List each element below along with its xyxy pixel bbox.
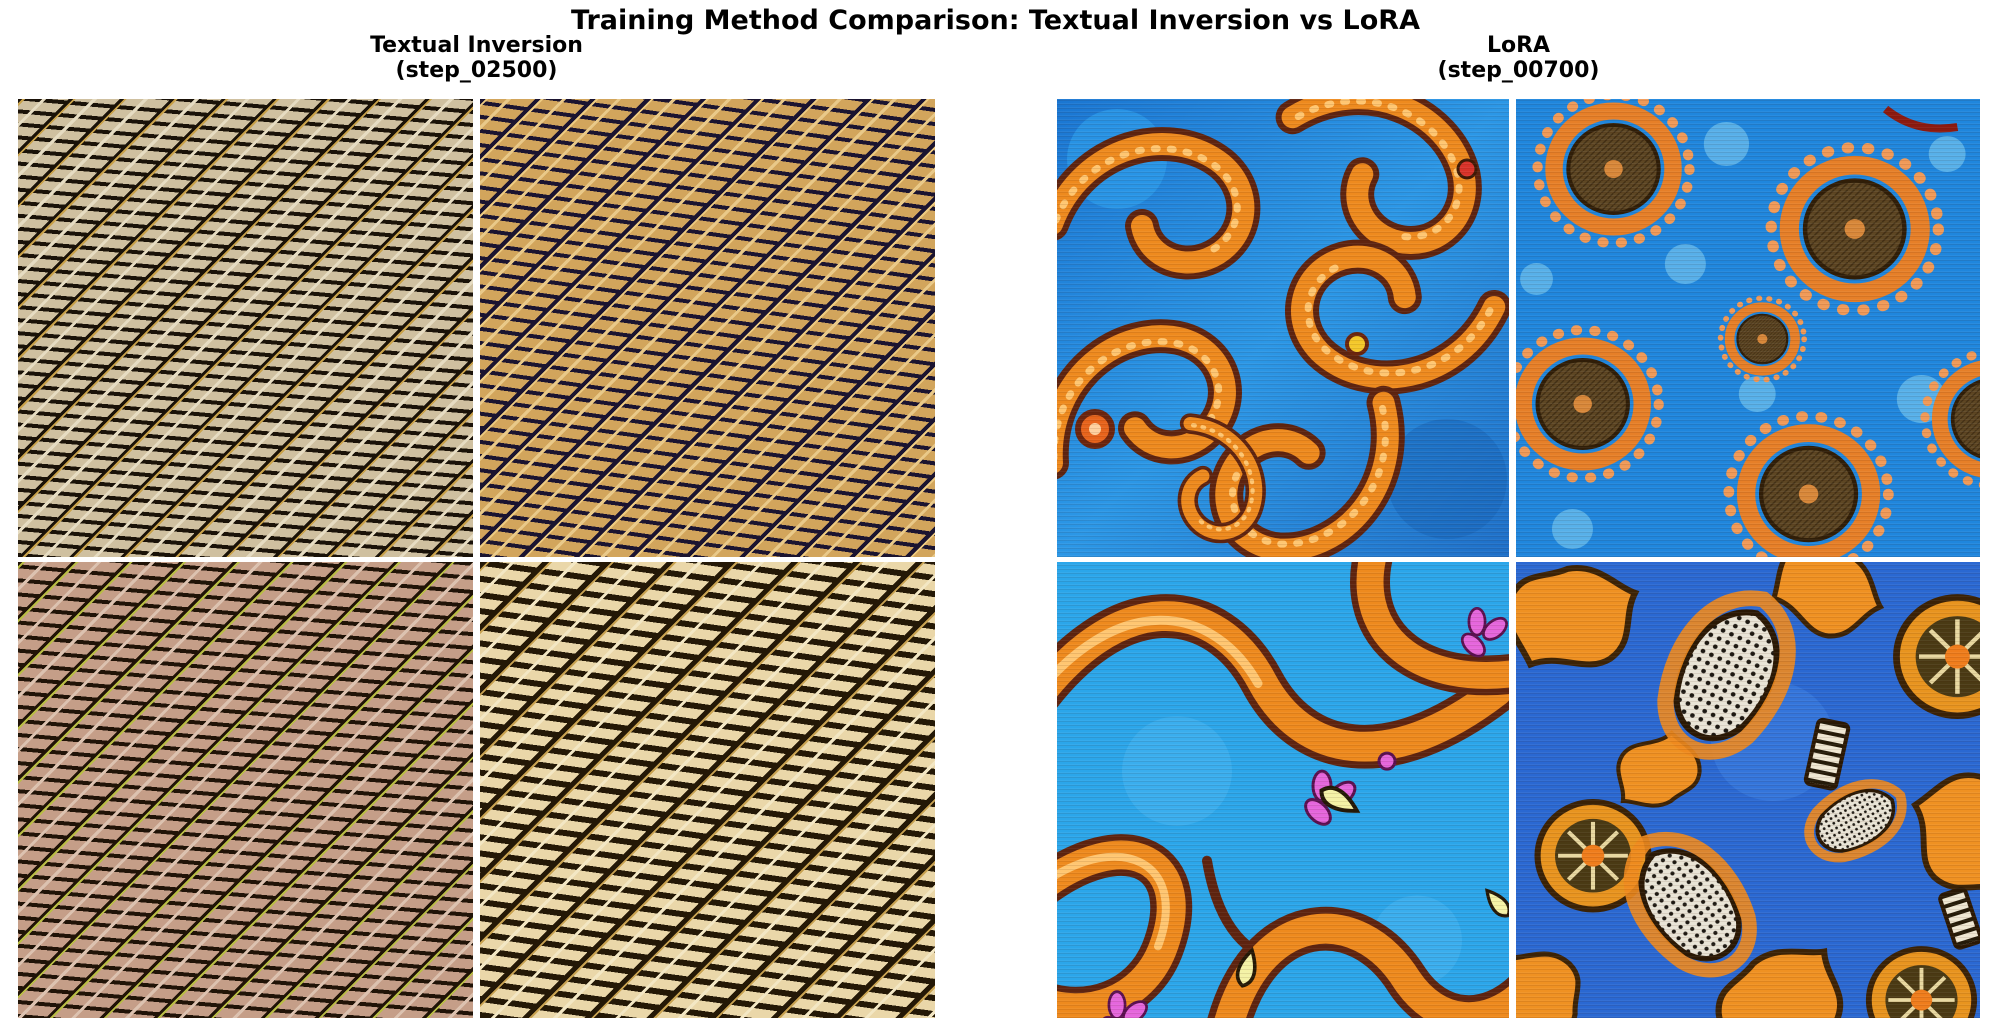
panel-header-textual-inversion: Textual Inversion (step_02500) (18, 33, 935, 83)
panel-step-lora: (step_00700) (1437, 58, 1600, 83)
ti-sample-image-2 (480, 99, 935, 557)
lora-sample-image-4 (1516, 562, 1980, 1018)
panel-header-lora: LoRA (step_00700) (1057, 33, 1980, 83)
panel-title-textual-inversion: Textual Inversion (370, 33, 583, 58)
ti-sample-image-3 (18, 562, 473, 1018)
ti-sample-image-1 (18, 99, 473, 557)
textual-inversion-grid (18, 99, 935, 1018)
woven-straw-texture (480, 99, 935, 557)
lora-grid (1057, 99, 1980, 1018)
wax-print-hooks-motif (1057, 99, 1509, 557)
lora-sample-image-1 (1057, 99, 1509, 557)
woven-straw-texture (18, 99, 473, 557)
woven-straw-texture (480, 562, 935, 1018)
orange-ribbon-curves (1057, 562, 1509, 1018)
panel-title-lora: LoRA (1486, 33, 1551, 58)
wax-print-ribbons-motif (1057, 562, 1509, 1018)
wax-print-medallions-motif (1516, 99, 1980, 557)
woven-straw-texture (18, 562, 473, 1018)
lora-sample-image-2 (1516, 99, 1980, 557)
panel-step-textual-inversion: (step_02500) (395, 58, 558, 83)
ti-sample-image-4 (480, 562, 935, 1018)
lora-sample-image-3 (1057, 562, 1509, 1018)
figure-title: Training Method Comparison: Textual Inve… (571, 5, 1420, 36)
wax-print-floral-motif (1516, 562, 1980, 1018)
